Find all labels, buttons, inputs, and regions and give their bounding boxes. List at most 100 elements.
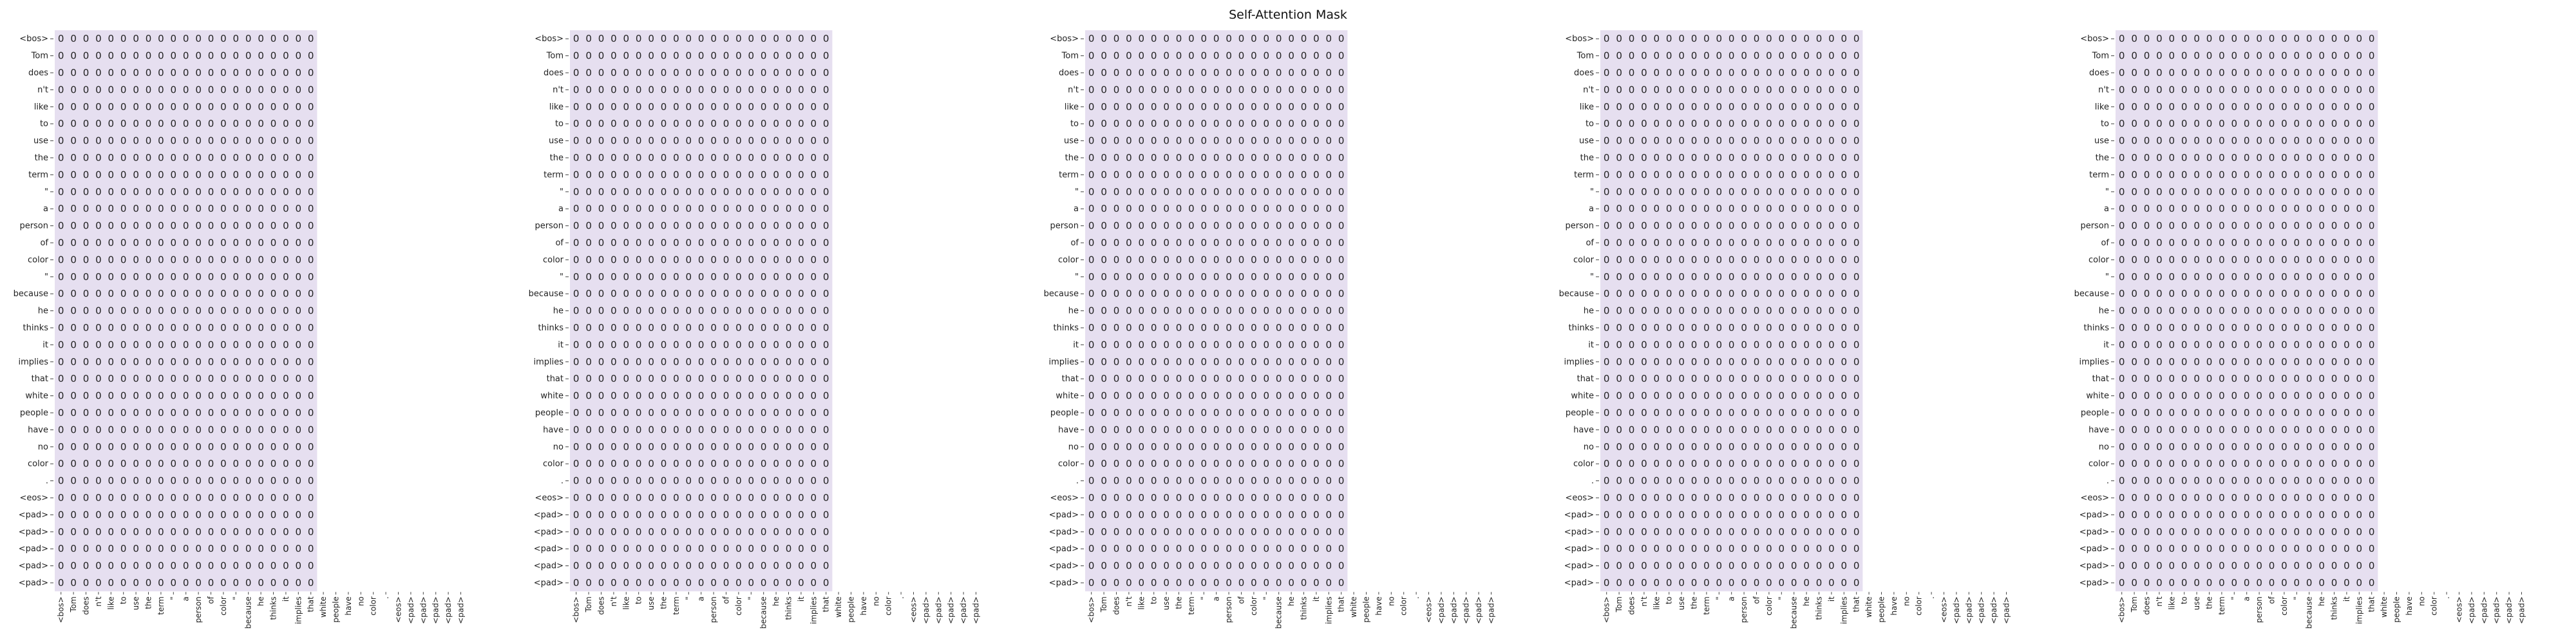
heatmap-cell-value: 0 (1666, 526, 1672, 538)
x-tick-label: n't (94, 596, 103, 607)
heatmap-cell-value: 0 (133, 67, 139, 79)
heatmap-cell-value: 0 (761, 169, 767, 180)
heatmap-cell-value: 0 (673, 407, 679, 419)
heatmap-cell-value: 0 (296, 356, 302, 368)
heatmap-cell-value: 0 (220, 101, 227, 113)
heatmap-cell-value: 0 (245, 135, 252, 147)
heatmap-cell-value: 0 (798, 577, 804, 589)
heatmap-cell-value: 0 (823, 441, 829, 453)
heatmap-cell-value: 0 (1113, 203, 1120, 214)
heatmap-cell-value: 0 (573, 33, 580, 44)
heatmap-cell-value: 0 (1313, 203, 1320, 214)
heatmap-cell-value: 0 (1139, 322, 1145, 334)
heatmap-cell-value: 0 (2119, 492, 2125, 504)
y-tick-label: it (43, 340, 48, 350)
heatmap-cell-value: 0 (2294, 339, 2300, 350)
heatmap-cell-value: 0 (2356, 186, 2363, 198)
heatmap-cell-value: 0 (1213, 441, 1220, 453)
heatmap-cell-value: 0 (1126, 458, 1132, 469)
heatmap-cell-value: 0 (1678, 152, 1685, 164)
heatmap-cell-value: 0 (146, 356, 152, 368)
heatmap-cell-value: 0 (1691, 288, 1698, 299)
heatmap-cell-value: 0 (171, 118, 177, 129)
heatmap-cell-value: 0 (598, 288, 605, 299)
heatmap-cell-value: 0 (1716, 237, 1723, 249)
heatmap-cell-value: 0 (1338, 237, 1345, 249)
heatmap-cell-value: 0 (710, 33, 717, 44)
heatmap-cell-value: 0 (1678, 237, 1685, 249)
heatmap-cell-value: 0 (2331, 373, 2338, 384)
x-tick-label: . (1412, 596, 1421, 599)
heatmap-cell-value: 0 (1766, 407, 1772, 419)
heatmap-cell-value: 0 (195, 475, 202, 487)
heatmap-cell-value: 0 (648, 169, 654, 180)
heatmap-cell-value: 0 (1326, 220, 1332, 232)
heatmap-cell-value: 0 (296, 577, 302, 589)
heatmap-cell-value: 0 (1828, 492, 1835, 504)
heatmap-cell-value: 0 (1816, 135, 1823, 147)
heatmap-cell-value: 0 (133, 492, 139, 504)
heatmap-cell-value: 0 (2231, 577, 2238, 589)
heatmap-cell-value: 0 (1841, 67, 1848, 79)
heatmap-cell-value: 0 (1816, 492, 1823, 504)
heatmap-cell-value: 0 (2144, 305, 2150, 317)
heatmap-cell-value: 0 (786, 288, 792, 299)
heatmap-cell-value: 0 (611, 271, 617, 283)
heatmap-cell-value: 0 (1139, 152, 1145, 164)
heatmap-cell-value: 0 (723, 101, 730, 113)
heatmap-cell-value: 0 (735, 118, 742, 129)
heatmap-cell-value: 0 (1126, 135, 1132, 147)
heatmap-cell-value: 0 (710, 424, 717, 435)
heatmap-cell-value: 0 (258, 254, 264, 265)
heatmap-cell-value: 0 (2193, 67, 2200, 79)
heatmap-cell-value: 0 (158, 475, 164, 487)
heatmap-cell-value: 0 (1803, 67, 1810, 79)
heatmap-cell-value: 0 (2219, 373, 2225, 384)
heatmap-cell-value: 0 (710, 169, 717, 180)
heatmap-cell-value: 0 (1264, 271, 1270, 283)
heatmap-cell-value: 0 (1803, 33, 1810, 44)
heatmap-cell-value: 0 (1338, 169, 1345, 180)
heatmap-cell-value: 0 (183, 237, 189, 249)
heatmap-cell-value: 0 (1163, 186, 1170, 198)
heatmap-cell-value: 0 (258, 475, 264, 487)
x-tick-label: term (1187, 596, 1196, 615)
heatmap-cell-value: 0 (146, 101, 152, 113)
heatmap-cell-value: 0 (1338, 560, 1345, 572)
heatmap-cell-value: 0 (686, 254, 692, 265)
heatmap-cell-value: 0 (686, 390, 692, 402)
heatmap-cell-value: 0 (585, 118, 592, 129)
heatmap-cell-value: 0 (308, 424, 314, 435)
heatmap-cell-value: 0 (1276, 475, 1282, 487)
heatmap-cell-value: 0 (773, 288, 779, 299)
heatmap-cell-value: 0 (2306, 118, 2313, 129)
heatmap-cell-value: 0 (95, 237, 102, 249)
heatmap-cell-value: 0 (1828, 373, 1835, 384)
heatmap-cell-value: 0 (748, 356, 755, 368)
heatmap-cell-value: 0 (673, 441, 679, 453)
heatmap-cell-value: 0 (811, 118, 817, 129)
heatmap-cell-value: 0 (2119, 288, 2125, 299)
heatmap-cell-value: 0 (1139, 390, 1145, 402)
heatmap-cell-value: 0 (308, 560, 314, 572)
heatmap-cell-value: 0 (786, 152, 792, 164)
heatmap-cell-value: 0 (748, 441, 755, 453)
heatmap-cell-value: 0 (1163, 543, 1170, 554)
heatmap-cell-value: 0 (2169, 169, 2175, 180)
heatmap-cell-value: 0 (1604, 339, 1610, 350)
heatmap-cell-value: 0 (296, 441, 302, 453)
heatmap-cell-value: 0 (1301, 577, 1307, 589)
heatmap-cell-value: 0 (798, 288, 804, 299)
heatmap-cell-value: 0 (1326, 526, 1332, 538)
heatmap-cell-value: 0 (2269, 101, 2275, 113)
heatmap-cell-value: 0 (1728, 509, 1735, 520)
heatmap-cell-value: 0 (270, 475, 277, 487)
heatmap-cell-value: 0 (1313, 237, 1320, 249)
heatmap-cell-value: 0 (1716, 577, 1723, 589)
heatmap-cell-value: 0 (823, 339, 829, 350)
heatmap-cell-value: 0 (1201, 67, 1208, 79)
x-tick-label: does (82, 596, 91, 615)
x-tick-label: to (634, 596, 643, 604)
x-tick-label: n't (609, 596, 618, 607)
y-tick-label: term (28, 170, 48, 180)
